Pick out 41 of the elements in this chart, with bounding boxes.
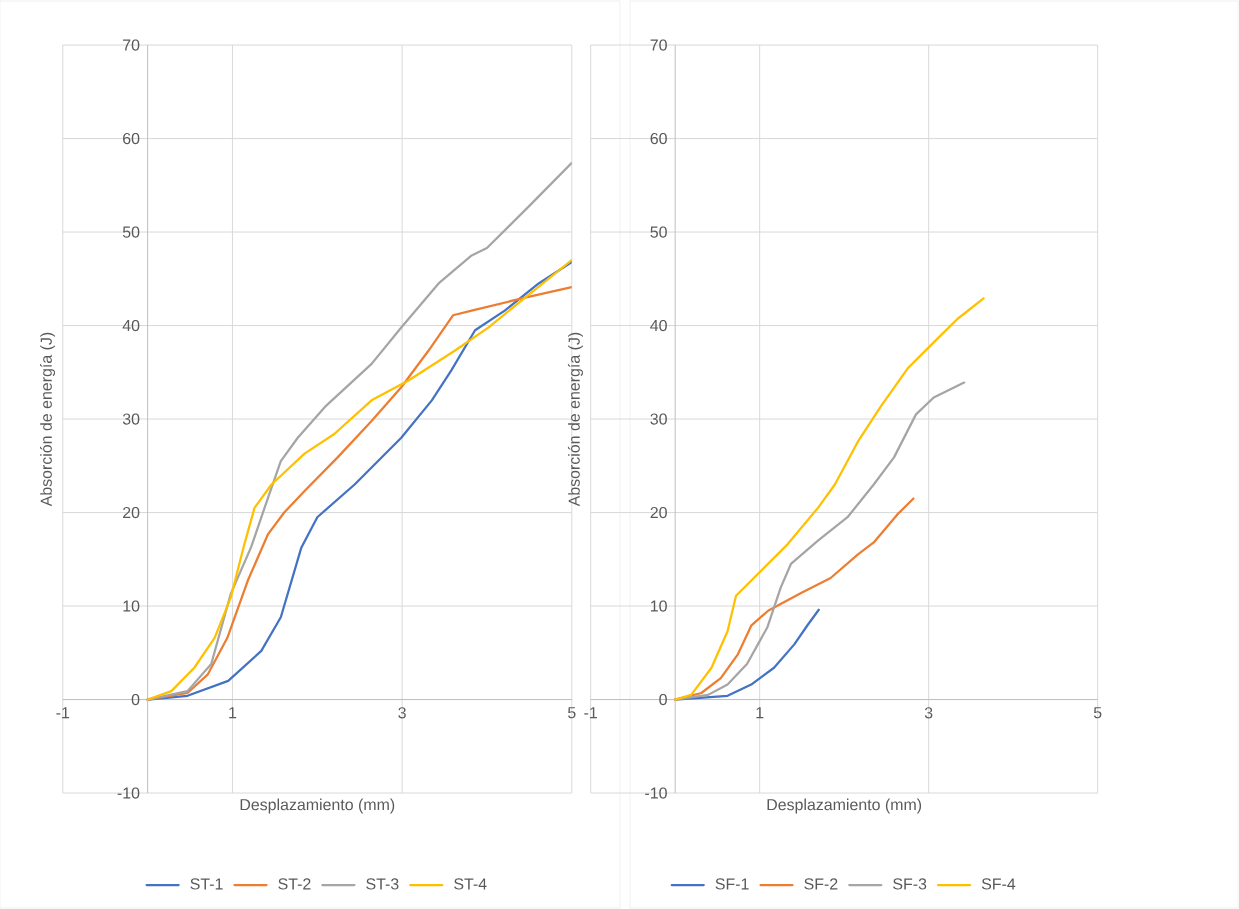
- y-tick-label: 70: [123, 39, 140, 51]
- legend-label: SF-3: [893, 878, 927, 890]
- x-tick-label: -1: [56, 707, 70, 719]
- y-tick-label: 30: [650, 413, 667, 425]
- y-tick-label: 30: [122, 413, 140, 425]
- y-tick-label: 70: [650, 39, 667, 51]
- y-tick-label: 40: [650, 319, 667, 332]
- legend-label: SF-2: [804, 878, 838, 890]
- y-tick-label: 20: [123, 506, 140, 519]
- y-tick-label: 0: [131, 693, 140, 706]
- legend-label: SF-1: [715, 878, 749, 890]
- x-tick-label: 5: [1093, 707, 1102, 719]
- legend-label: ST-3: [366, 878, 399, 890]
- y-tick-label: 60: [123, 132, 140, 145]
- y-tick-label: 0: [659, 693, 667, 706]
- x-axis-title: Desplazamiento (mm): [767, 798, 922, 814]
- y-tick-label: 10: [651, 600, 667, 612]
- x-tick-label: 5: [567, 707, 576, 719]
- y-tick-label: 40: [122, 319, 140, 332]
- x-tick-label: 3: [924, 707, 933, 719]
- legend-label: SF-4: [981, 878, 1016, 890]
- y-tick-label: -10: [645, 787, 667, 799]
- y-tick-label: 10: [123, 600, 140, 612]
- line-series: [674, 608, 820, 701]
- x-tick-label: 3: [398, 707, 406, 719]
- line-series: [674, 497, 915, 701]
- legend-label: ST-1: [190, 878, 223, 890]
- y-tick-label: 20: [650, 506, 667, 519]
- y-axis-title: Absorción de energía (J): [40, 332, 56, 507]
- y-tick-label: -10: [117, 787, 140, 799]
- x-tick-label: 1: [756, 707, 764, 719]
- x-tick-label: 1: [229, 707, 237, 719]
- legend-label: ST-2: [278, 878, 311, 890]
- y-tick-label: 50: [122, 226, 140, 238]
- y-axis-title: Absorción de energía (J): [567, 332, 583, 507]
- x-axis-title: Desplazamiento (mm): [240, 798, 395, 814]
- legend-label: ST-4: [454, 878, 487, 890]
- y-tick-label: 60: [650, 132, 667, 145]
- x-tick-label: -1: [584, 707, 597, 719]
- line-series: [674, 297, 985, 701]
- y-tick-label: 50: [650, 226, 667, 238]
